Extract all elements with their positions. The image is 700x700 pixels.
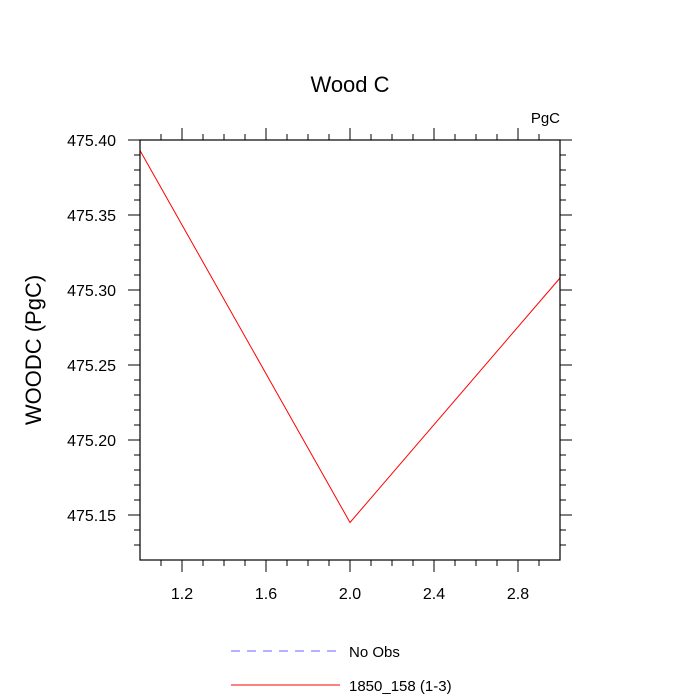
y-tick-label: 475.20 — [67, 433, 116, 450]
x-tick-label: 1.6 — [255, 586, 277, 603]
y-tick-label: 475.15 — [67, 508, 116, 525]
legend-label: No Obs — [349, 644, 400, 661]
x-tick-label: 2.8 — [507, 586, 529, 603]
y-axis-label: WOODC (PgC) — [21, 275, 46, 425]
y-tick-label: 475.30 — [67, 283, 116, 300]
x-tick-label: 2.0 — [339, 586, 361, 603]
series-line — [139, 150, 561, 524]
y-tick-label: 475.35 — [67, 208, 116, 225]
y-tick-label: 475.25 — [67, 358, 116, 375]
tick-labels: 1.2 1.6 2.0 2.4 2.8 475.15 475.20 475.25 475.30 4… — [67, 133, 529, 603]
chart-title: Wood C — [310, 72, 389, 97]
units-label: PgC — [531, 110, 560, 127]
legend: No Obs 1850_158 (1-3) — [231, 644, 452, 695]
axis-ticks — [128, 128, 572, 572]
series-lines — [139, 150, 561, 524]
x-tick-label: 1.2 — [171, 586, 193, 603]
y-tick-label: 475.40 — [67, 133, 116, 150]
legend-label: 1850_158 (1-3) — [349, 678, 452, 695]
x-tick-label: 2.4 — [423, 586, 445, 603]
plot-frame — [139, 139, 561, 561]
